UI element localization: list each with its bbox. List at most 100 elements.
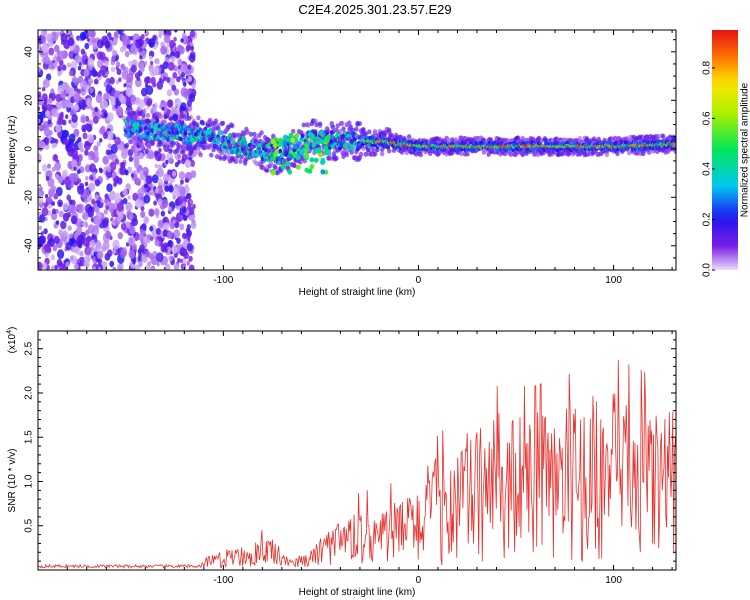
heatmap-cell bbox=[161, 199, 169, 208]
heatmap-cell bbox=[91, 198, 96, 205]
heatmap-cell bbox=[242, 136, 246, 141]
heatmap-cell bbox=[38, 106, 41, 111]
heatmap-cell bbox=[178, 136, 183, 142]
heatmap-cell bbox=[47, 119, 52, 125]
heatmap-cell bbox=[44, 110, 50, 118]
heatmap-cell bbox=[160, 242, 165, 248]
heatmap-cell bbox=[74, 104, 79, 112]
heatmap-cell bbox=[180, 179, 184, 185]
heatmap-cell bbox=[287, 153, 293, 159]
heatmap-cell bbox=[167, 249, 171, 254]
heatmap-cell bbox=[158, 114, 164, 120]
heatmap-cell bbox=[138, 252, 143, 258]
heatmap-cell bbox=[335, 123, 340, 129]
heatmap-cell bbox=[142, 166, 149, 176]
heatmap-cell bbox=[48, 238, 55, 247]
heatmap-cell bbox=[82, 221, 86, 227]
heatmap-cell bbox=[50, 254, 56, 261]
heatmap-cell bbox=[83, 189, 90, 198]
heatmap-cell bbox=[319, 138, 325, 144]
heatmap-cell bbox=[186, 192, 192, 200]
heatmap-cell bbox=[163, 218, 167, 223]
heatmap-cell bbox=[539, 138, 544, 144]
heatmap-cell bbox=[126, 222, 131, 229]
heatmap-cell bbox=[106, 130, 114, 141]
heatmap-cell bbox=[272, 152, 278, 158]
heatmap-cell bbox=[106, 165, 112, 173]
heatmap-cell bbox=[116, 68, 122, 76]
heatmap-cell bbox=[71, 159, 78, 167]
heatmap-cell bbox=[163, 146, 168, 152]
heatmap-cell bbox=[38, 186, 43, 192]
heatmap-cell bbox=[94, 216, 102, 226]
heatmap-cell bbox=[172, 195, 176, 200]
heatmap-cell bbox=[318, 152, 324, 158]
heatmap-cell bbox=[139, 169, 144, 176]
heatmap-cell bbox=[241, 130, 247, 136]
heatmap-cell bbox=[291, 128, 296, 134]
heatmap-cell bbox=[96, 250, 104, 260]
heatmap-cell bbox=[179, 187, 186, 197]
heatmap-cell bbox=[168, 240, 172, 245]
heatmap-cell bbox=[109, 95, 114, 101]
x-tick-label: 100 bbox=[605, 575, 622, 586]
heatmap-cell bbox=[90, 106, 94, 111]
heatmap-cell bbox=[330, 124, 336, 130]
heatmap-cell bbox=[144, 183, 148, 189]
heatmap-cell bbox=[389, 132, 394, 138]
heatmap-cell bbox=[99, 111, 103, 116]
heatmap-cell bbox=[63, 138, 69, 146]
heatmap-cell bbox=[143, 216, 149, 224]
heatmap-cell bbox=[195, 122, 200, 128]
heatmap-cell bbox=[134, 137, 139, 143]
heatmap-cell bbox=[186, 115, 192, 121]
heatmap-cell bbox=[73, 263, 79, 270]
heatmap-cell bbox=[38, 225, 43, 231]
heatmap-cell bbox=[168, 148, 173, 154]
heatmap-cell bbox=[141, 87, 148, 97]
colorbar-tick-label: 0.4 bbox=[702, 162, 713, 176]
heatmap-cell bbox=[73, 77, 78, 83]
heatmap-cell bbox=[354, 126, 359, 132]
y-scale-label: (x104) bbox=[6, 327, 18, 354]
heatmap-cell bbox=[168, 157, 174, 164]
heatmap-cell bbox=[110, 66, 116, 73]
heatmap-cell bbox=[160, 210, 166, 217]
heatmap-cell bbox=[122, 188, 128, 197]
heatmap-cell bbox=[82, 211, 89, 221]
heatmap-cell bbox=[39, 112, 44, 118]
heatmap-cell bbox=[294, 133, 300, 139]
heatmap-cell bbox=[107, 143, 112, 149]
heatmap-cell bbox=[47, 177, 55, 188]
heatmap-cell bbox=[233, 159, 238, 165]
heatmap-cell bbox=[128, 156, 134, 163]
heatmap-cell bbox=[58, 229, 64, 237]
heatmap-cell bbox=[170, 55, 176, 63]
heatmap-cell bbox=[404, 150, 409, 156]
heatmap-cell bbox=[59, 59, 64, 67]
heatmap-cell bbox=[357, 121, 363, 127]
heatmap-cell bbox=[85, 247, 92, 256]
heatmap-cell bbox=[154, 188, 159, 194]
heatmap-cell bbox=[103, 112, 108, 118]
heatmap-cell bbox=[184, 177, 189, 183]
heatmap-cell bbox=[156, 262, 160, 267]
heatmap-cell bbox=[186, 260, 191, 266]
heatmap-cell bbox=[96, 141, 101, 147]
heatmap-cell bbox=[117, 177, 123, 185]
heatmap-cell bbox=[89, 239, 96, 248]
heatmap-cell bbox=[97, 114, 102, 120]
heatmap-cell bbox=[38, 66, 41, 73]
plot-frame bbox=[37, 330, 677, 571]
heatmap-cell bbox=[446, 137, 452, 143]
heatmap-cell bbox=[320, 158, 326, 164]
heatmap-cell bbox=[55, 93, 62, 103]
heatmap-cell bbox=[277, 137, 283, 143]
heatmap-cell bbox=[57, 65, 62, 72]
heatmap-cell bbox=[166, 43, 170, 48]
heatmap-cell bbox=[137, 111, 142, 117]
heatmap-cell bbox=[86, 37, 90, 42]
heatmap-cell bbox=[187, 75, 192, 83]
heatmap-cell bbox=[87, 209, 94, 218]
heatmap-cell bbox=[162, 76, 167, 82]
